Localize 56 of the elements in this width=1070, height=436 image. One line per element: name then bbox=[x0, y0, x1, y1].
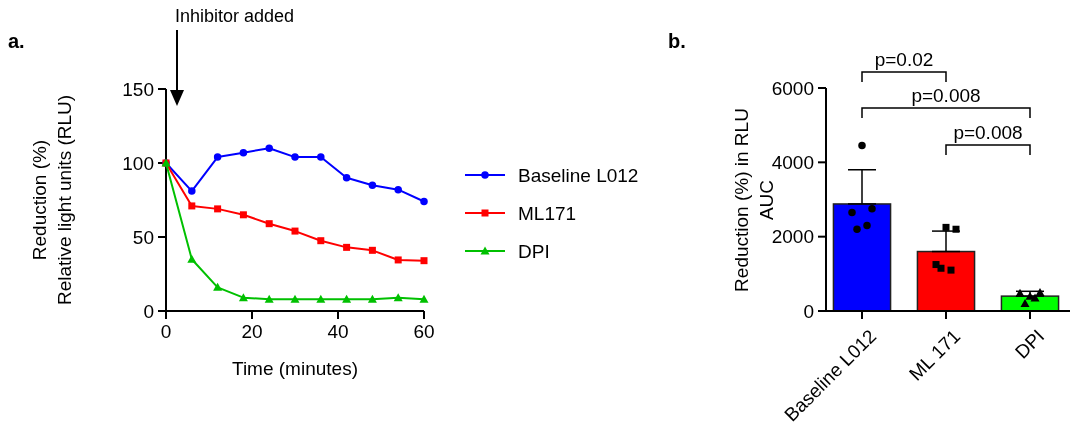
point bbox=[394, 185, 402, 194]
point bbox=[265, 220, 273, 228]
point bbox=[239, 211, 247, 219]
point bbox=[188, 202, 196, 210]
point bbox=[393, 293, 403, 302]
bar bbox=[832, 203, 892, 312]
annotation: p=0.008 bbox=[911, 85, 981, 106]
point bbox=[291, 153, 299, 161]
point bbox=[213, 153, 222, 161]
point bbox=[367, 294, 377, 303]
y-tick-label: 50 bbox=[132, 226, 154, 248]
point bbox=[238, 293, 248, 302]
point bbox=[188, 187, 196, 195]
point bbox=[214, 205, 222, 213]
chart-title: a. bbox=[8, 30, 25, 52]
y-tick-label: 100 bbox=[122, 152, 154, 174]
legend-label: DPI bbox=[518, 240, 550, 262]
x-tick-label: 40 bbox=[327, 321, 349, 342]
x-tick-label: ML 171 bbox=[905, 325, 965, 385]
legend-label: Baseline L012 bbox=[518, 164, 639, 186]
point bbox=[290, 294, 300, 303]
point bbox=[420, 257, 428, 265]
point bbox=[394, 256, 402, 264]
point bbox=[419, 294, 429, 303]
point bbox=[368, 246, 376, 254]
point bbox=[213, 282, 223, 291]
y-tick-label: 6000 bbox=[771, 77, 814, 99]
point bbox=[264, 294, 274, 303]
x-tick-label: 20 bbox=[241, 321, 263, 342]
point bbox=[239, 148, 248, 157]
annotation: p=0.008 bbox=[953, 122, 1023, 143]
point bbox=[342, 294, 352, 303]
y-axis-title: Reduction (%) Relative light units (RLU) bbox=[29, 94, 75, 306]
point bbox=[343, 243, 351, 251]
point bbox=[342, 174, 351, 182]
x-axis-title: Time (minutes) bbox=[232, 358, 358, 379]
bar bbox=[916, 250, 976, 312]
text: b. bbox=[668, 30, 686, 52]
y-tick-label: 0 bbox=[803, 300, 814, 322]
y-tick-label: 150 bbox=[122, 78, 154, 100]
point bbox=[316, 294, 326, 303]
point bbox=[291, 227, 299, 235]
point bbox=[265, 144, 273, 152]
x-tick-label: 0 bbox=[160, 321, 172, 342]
point bbox=[317, 153, 325, 161]
point bbox=[187, 254, 197, 263]
y-tick-label: 4000 bbox=[771, 151, 814, 173]
point bbox=[420, 197, 428, 206]
x-tick-label: 60 bbox=[413, 321, 435, 342]
text: p=0.02 bbox=[874, 49, 934, 70]
legend-label: ML171 bbox=[518, 202, 577, 224]
point bbox=[368, 181, 377, 189]
y-tick-label: 0 bbox=[143, 300, 154, 322]
point bbox=[317, 237, 325, 245]
text: Inhibitor added bbox=[175, 6, 295, 26]
x-tick-label: DPI bbox=[1010, 325, 1049, 363]
